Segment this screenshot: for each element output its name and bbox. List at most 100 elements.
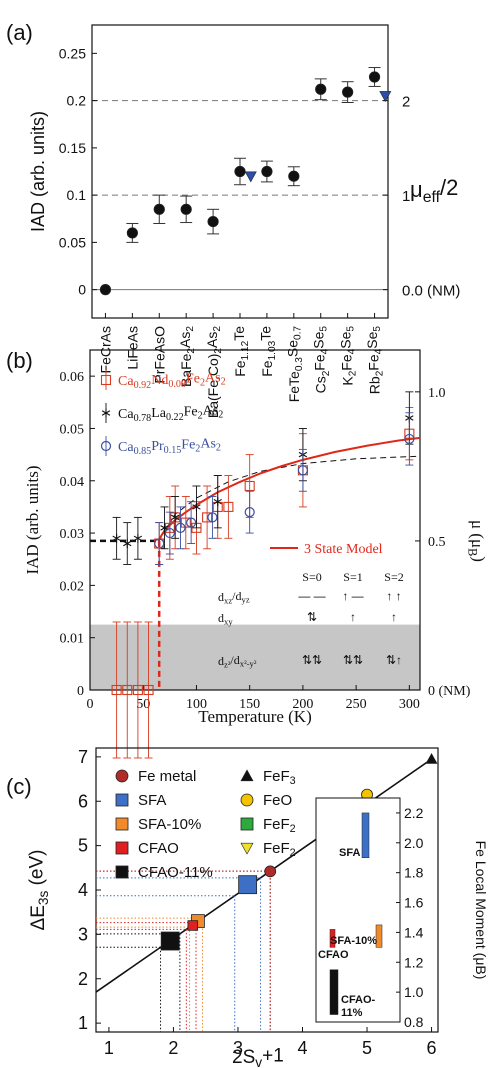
text-part: FeTe — [286, 371, 302, 402]
inset-tick-label: 2.0 — [404, 835, 424, 851]
data-point-triangle — [379, 91, 392, 103]
data-point — [244, 480, 255, 492]
subscript: 2 — [185, 326, 196, 332]
subscript: 0.3 — [294, 357, 305, 371]
orbital-occupation: ⇅ — [307, 610, 317, 624]
inset-tick-label: 1.4 — [404, 924, 424, 940]
legend-marker — [240, 842, 254, 855]
text-part: Se — [337, 331, 353, 348]
text-part: μ (μ — [468, 520, 487, 548]
data-point — [111, 684, 122, 696]
y-tick-label: 0.06 — [60, 370, 85, 385]
data-point — [202, 512, 213, 523]
legend-label: FeO — [263, 792, 292, 809]
inset-bar-label: CFAO — [318, 949, 349, 961]
y-tick-label: 1 — [78, 1013, 88, 1033]
inset-tick-label: 1.0 — [404, 984, 424, 1000]
right-tick-label: 2 — [402, 94, 410, 111]
data-point — [297, 465, 309, 476]
spin-state-header: S=0 — [302, 570, 321, 584]
text-part: FeF — [263, 768, 290, 785]
inset-bar — [361, 812, 370, 858]
x-category-label: Cs2Fe4Se5 — [310, 326, 331, 394]
subscript: 2 — [375, 370, 386, 376]
orbital-occupation: ⇅⇅ — [302, 653, 322, 667]
text-part: As — [205, 370, 221, 385]
data-point — [112, 533, 121, 543]
data-point — [213, 497, 222, 507]
star-stroke — [170, 514, 180, 521]
subscript: 0.7 — [293, 326, 304, 340]
y-tick-label: 6 — [78, 791, 88, 811]
text-part: CFAO — [138, 840, 179, 857]
text-part: As — [204, 332, 220, 348]
text-part: FeF — [263, 816, 290, 833]
legend-label: FeF2 — [263, 816, 296, 835]
text-part: FeF — [263, 840, 290, 857]
right-tick-label: 1.0 — [428, 386, 446, 401]
subscript: 5 — [318, 326, 329, 332]
subscript: xz — [224, 596, 232, 606]
legend-label: Fe metal — [138, 768, 196, 785]
text-part: ) — [469, 556, 488, 562]
subscript: B — [465, 548, 479, 556]
data-point — [187, 920, 199, 931]
subscript: z² — [224, 660, 231, 670]
data-point — [153, 203, 165, 215]
x-category-label: Rb2Fe4Se5 — [364, 326, 385, 395]
data-point — [126, 227, 138, 239]
right-tick-label: 0.0 (NM) — [402, 283, 460, 300]
y-tick-label: 7 — [78, 747, 88, 767]
text-part: (eV) — [26, 849, 47, 890]
y-axis-label: ΔE3s (eV) — [26, 849, 51, 930]
x-tick-label: 250 — [346, 697, 367, 712]
text-part: Ca — [118, 374, 134, 389]
y-axis-label: IAD (arb. units) — [28, 111, 48, 232]
star-stroke — [112, 535, 121, 542]
text-part: 2S — [232, 1047, 255, 1068]
text-part: Rb — [367, 376, 383, 394]
inset-bar — [329, 969, 339, 1015]
data-point — [143, 684, 154, 696]
y-tick-label: 4 — [78, 880, 88, 900]
text-part: LiFeAs — [124, 326, 140, 370]
star-stroke — [213, 498, 222, 505]
text-part: Fe — [338, 354, 354, 371]
star-stroke — [133, 535, 143, 542]
subscript: 0.85 — [134, 446, 152, 457]
inset-bar-label: SFA — [339, 847, 360, 859]
orbital-occupation: ⇅⇅ — [343, 653, 363, 667]
text-part: Fe — [259, 360, 275, 377]
subscript: xy — [224, 617, 233, 627]
y-tick-label: 0.1 — [67, 187, 87, 203]
model-legend-label: 3 State Model — [304, 542, 383, 557]
x-category-label: LiFeAs — [124, 326, 140, 370]
right-axis-label: μeff/2 — [410, 175, 458, 206]
y-tick-label: 2 — [78, 969, 88, 989]
data-point — [170, 512, 180, 522]
text-part: Fe — [232, 360, 248, 377]
legend-label: Ca0.85Pr0.15Fe2As2 — [118, 436, 221, 457]
legend-marker — [100, 440, 112, 452]
x-tick-label: 2 — [168, 1038, 178, 1058]
text-part: Fe — [184, 405, 198, 420]
x-tick-label: 5 — [362, 1038, 372, 1058]
text-part: K — [340, 376, 356, 386]
text-part: Pr — [151, 439, 164, 454]
right-tick-label: 0.5 — [428, 535, 446, 550]
data-point — [123, 539, 132, 549]
x-axis-label: Temperature (K) — [198, 707, 312, 726]
subscript: yz — [242, 595, 250, 605]
data-point — [122, 684, 133, 696]
y-tick-label: 0.02 — [60, 579, 85, 594]
text-part: BaFe — [178, 353, 194, 387]
right-axis-label: μ (μB) — [465, 520, 488, 562]
x-tick-label: 300 — [399, 697, 420, 712]
text-part: Nd — [151, 373, 168, 388]
text-part: d — [218, 611, 224, 625]
legend-label: SFA — [138, 792, 166, 809]
orbital-label: dxz/dyz — [218, 589, 250, 606]
subscript: 4 — [373, 348, 384, 354]
data-point — [264, 865, 277, 878]
